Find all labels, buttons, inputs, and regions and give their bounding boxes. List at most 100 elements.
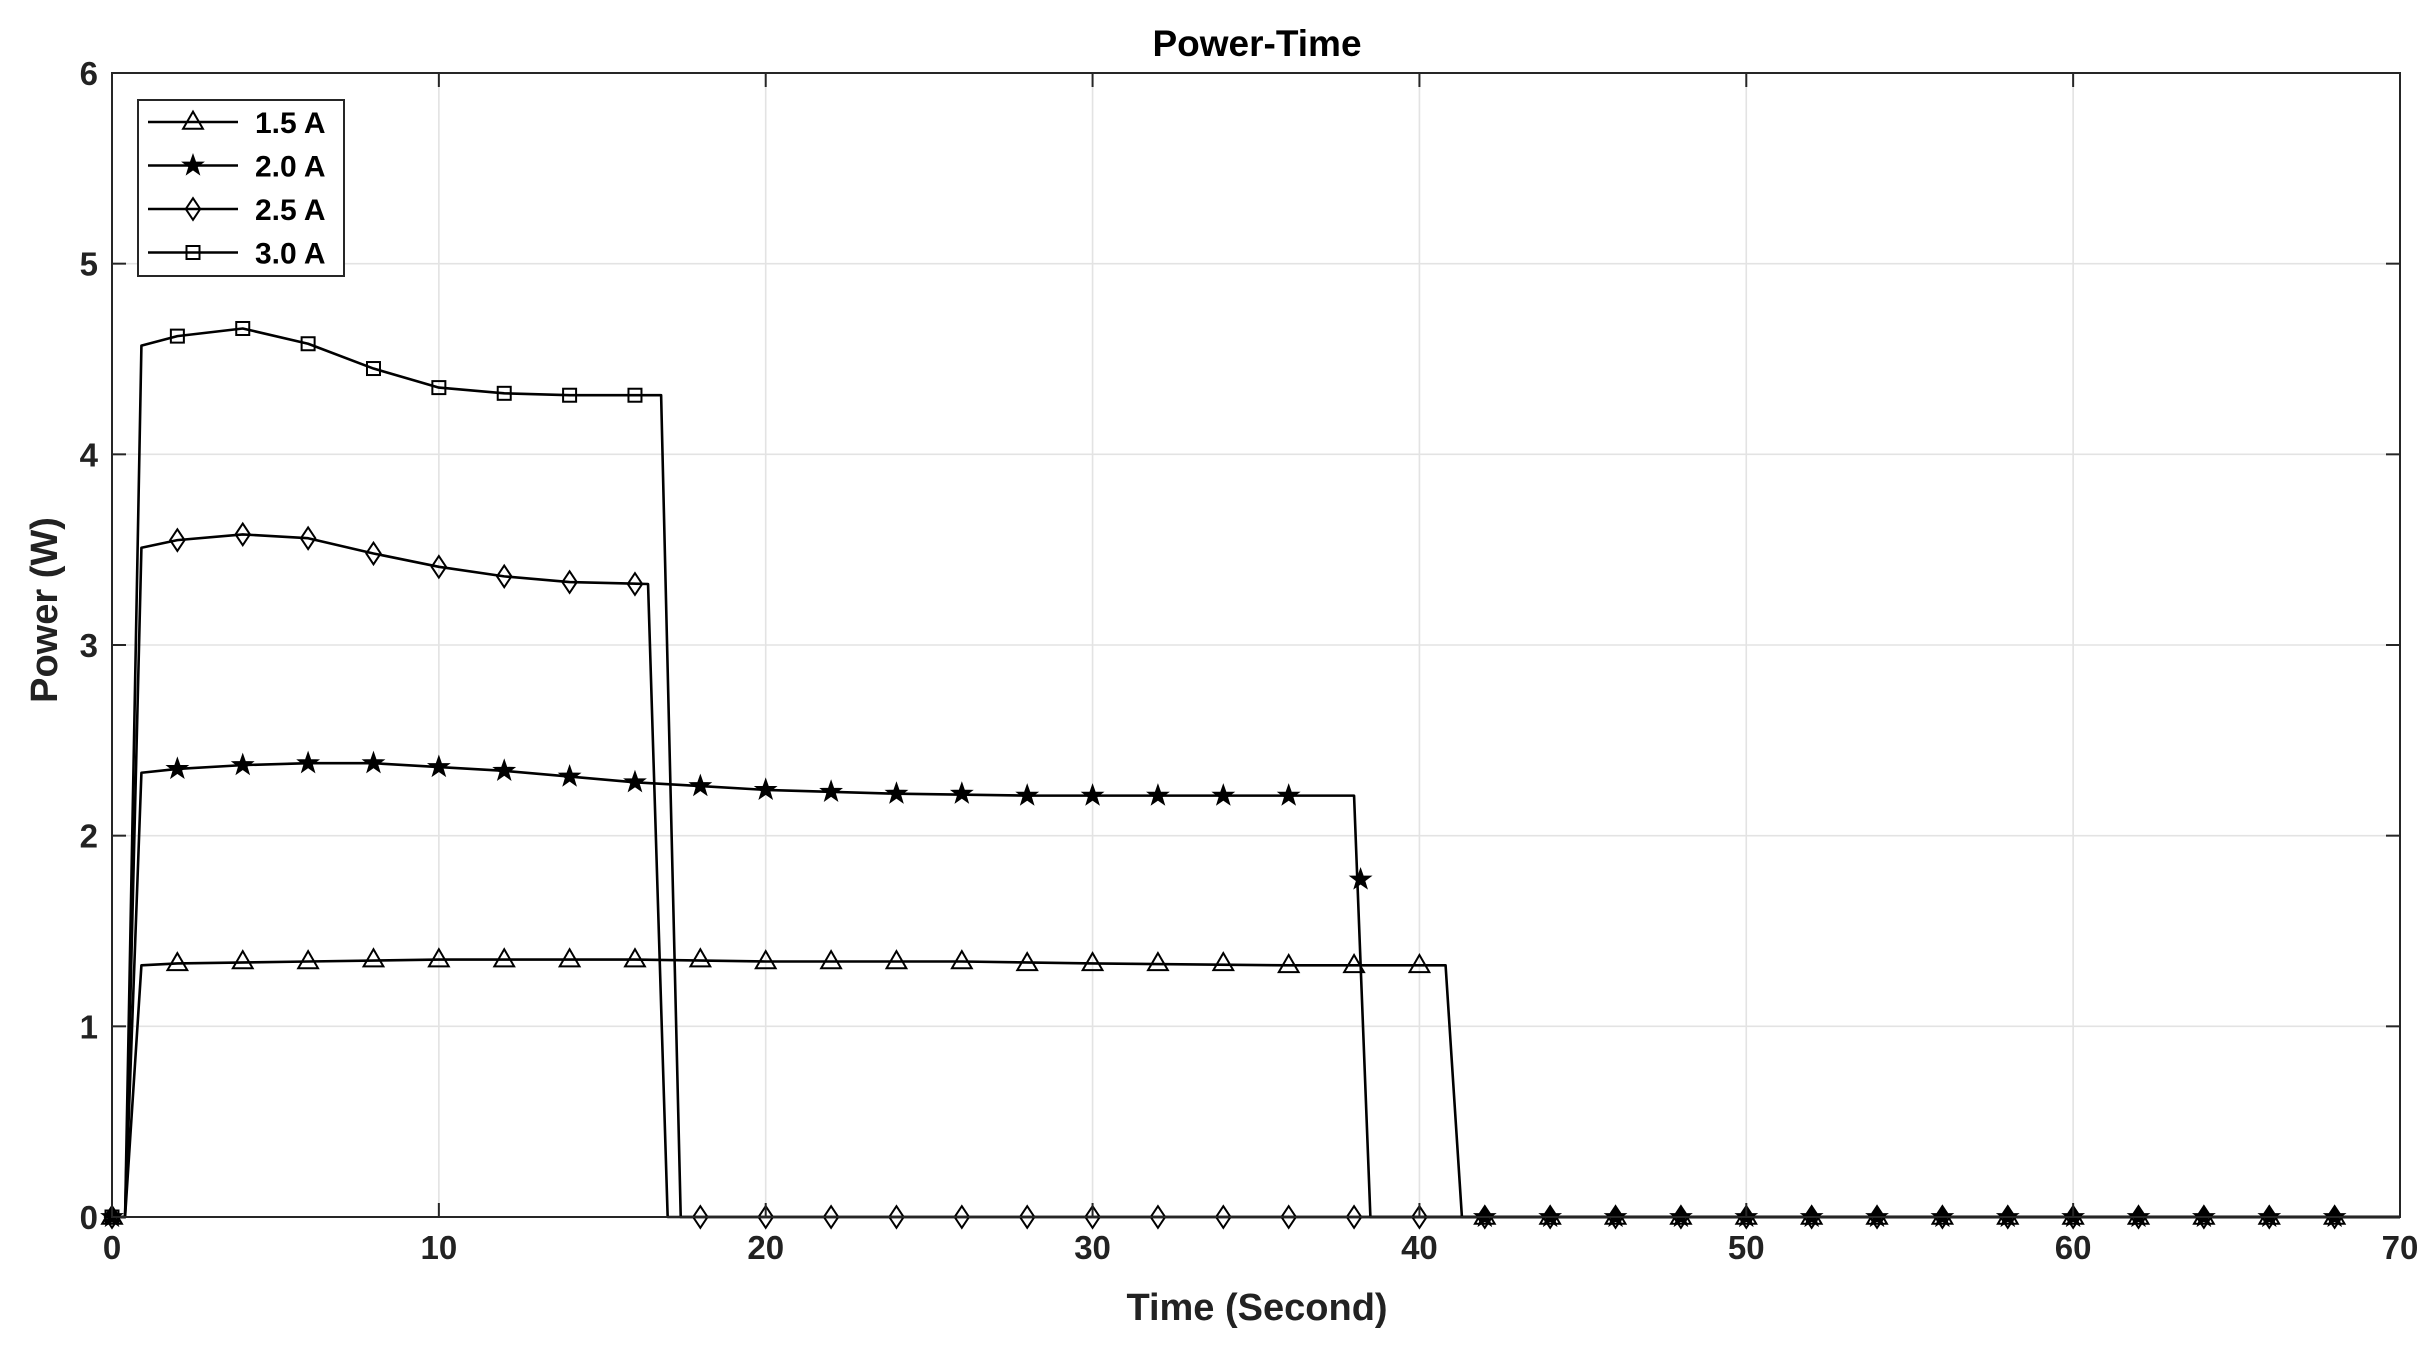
data-point-1-5-a (1277, 952, 1301, 974)
data-point-1-5-a (165, 951, 190, 972)
y-tick-label: 2 (80, 818, 98, 855)
data-point-1-5-a (1342, 952, 1366, 974)
data-point-1-5-a (492, 947, 516, 968)
data-point-2-5-a (1541, 1204, 1559, 1230)
legend-marker-2-5-a (184, 196, 202, 222)
data-point-2-0-a (1472, 1204, 1497, 1228)
data-point-2-0-a (426, 754, 451, 778)
data-point-2-5-a (168, 527, 186, 553)
series-line-2-0-a (112, 761, 2400, 1219)
data-point-1-5-a (1211, 951, 1235, 972)
series-line-3-0-a (112, 327, 2400, 1219)
legend-label-1-5-a: 1.5 A (255, 107, 326, 140)
data-point-1-5-a (1015, 951, 1039, 972)
y-tick-label: 3 (80, 627, 98, 664)
x-axis-label: Time (Second) (1126, 1287, 1387, 1329)
data-point-2-5-a (430, 554, 448, 580)
data-point-3-0-a (235, 320, 251, 336)
y-axis-label: Power (W) (24, 517, 66, 703)
data-point-2-0-a (1669, 1204, 1693, 1228)
legend-entry-3-0-a: 3.0 A (148, 238, 326, 271)
data-point-2-0-a (1538, 1204, 1563, 1228)
data-point-2-5-a (1018, 1204, 1036, 1230)
data-point-2-5-a (1803, 1204, 1821, 1230)
data-point-2-0-a (361, 750, 386, 774)
data-point-2-5-a (365, 540, 382, 567)
data-point-2-5-a (757, 1204, 775, 1230)
data-point-2-5-a (561, 569, 579, 595)
data-point-3-0-a (300, 336, 316, 352)
data-point-2-5-a (2326, 1204, 2344, 1230)
data-point-2-5-a (1868, 1204, 1886, 1230)
data-point-1-5-a (1146, 951, 1170, 972)
legend: 1.5 A 2.0 A 2.5 A 3.0 A (137, 99, 345, 277)
data-point-2-0-a (1930, 1204, 1955, 1228)
data-point-1-5-a (623, 947, 647, 968)
x-tick-label: 60 (2055, 1229, 2092, 1266)
data-point-2-5-a (299, 525, 317, 551)
data-point-2-5-a (1280, 1204, 1298, 1230)
data-point-2-0-a (1865, 1204, 1889, 1228)
data-point-2-5-a (1149, 1204, 1167, 1230)
data-point-2-0-a (2126, 1204, 2151, 1228)
data-point-2-0-a (296, 750, 321, 774)
data-point-2-5-a (888, 1204, 905, 1230)
data-point-2-5-a (691, 1204, 709, 1230)
data-point-3-0-a (169, 328, 185, 344)
data-point-2-0-a (1603, 1204, 1628, 1228)
data-point-2-0-a (2322, 1204, 2347, 1228)
chart-title: Power-Time (1152, 23, 1361, 64)
y-tick-label: 1 (80, 1008, 98, 1045)
x-tick-label: 70 (2382, 1229, 2419, 1266)
data-point-2-5-a (234, 521, 252, 548)
data-point-2-0-a (2257, 1204, 2282, 1228)
data-point-1-5-a (1407, 952, 1432, 974)
x-tick-label: 10 (420, 1229, 457, 1266)
data-point-2-5-a (2064, 1204, 2082, 1230)
data-point-2-5-a (103, 1204, 121, 1230)
data-point-3-0-a (496, 385, 512, 401)
series-markers (100, 320, 2347, 1230)
y-tick-label: 6 (80, 55, 98, 92)
data-point-2-5-a (1933, 1204, 1951, 1230)
data-point-2-0-a (1146, 783, 1170, 806)
data-point-2-0-a (884, 781, 909, 804)
data-point-2-5-a (953, 1204, 971, 1230)
data-point-2-0-a (1348, 866, 1373, 890)
legend-marker-2-0-a (181, 152, 205, 176)
data-point-1-5-a (950, 949, 974, 970)
data-point-1-5-a (688, 947, 712, 968)
data-point-2-0-a (753, 777, 778, 801)
data-point-2-5-a (495, 563, 513, 589)
legend-label-2-0-a: 2.0 A (255, 151, 326, 184)
data-point-2-5-a (626, 571, 644, 597)
y-axis-ticks: 0 1 2 3 4 5 6 (80, 55, 2400, 1236)
data-point-2-5-a (822, 1204, 840, 1230)
data-point-1-5-a (819, 949, 843, 970)
x-tick-label: 50 (1728, 1229, 1765, 1266)
legend-entry-1-5-a: 1.5 A (148, 107, 326, 140)
data-point-2-5-a (2195, 1204, 2213, 1230)
data-point-2-5-a (2130, 1204, 2147, 1230)
legend-label-2-5-a: 2.5 A (255, 194, 326, 227)
data-point-2-0-a (1799, 1204, 1824, 1228)
data-point-2-0-a (1015, 783, 1040, 806)
legend-box (137, 99, 345, 277)
data-point-3-0-a (627, 387, 643, 403)
data-point-2-5-a (1737, 1204, 1755, 1230)
series-line-1-5-a (112, 958, 2400, 1219)
data-point-3-0-a (562, 387, 578, 403)
legend-marker-1-5-a (181, 109, 205, 130)
legend-label-3-0-a: 3.0 A (255, 238, 326, 271)
x-tick-label: 40 (1401, 1229, 1438, 1266)
x-axis-ticks: 0 10 20 30 40 50 60 70 (103, 73, 2419, 1266)
legend-marker-3-0-a (185, 245, 201, 260)
data-point-2-5-a (1214, 1204, 1232, 1230)
data-point-2-5-a (1476, 1204, 1494, 1230)
data-point-1-5-a (361, 947, 386, 968)
data-point-1-5-a (296, 949, 320, 970)
data-point-1-5-a (884, 949, 909, 970)
data-point-2-0-a (1080, 783, 1105, 806)
